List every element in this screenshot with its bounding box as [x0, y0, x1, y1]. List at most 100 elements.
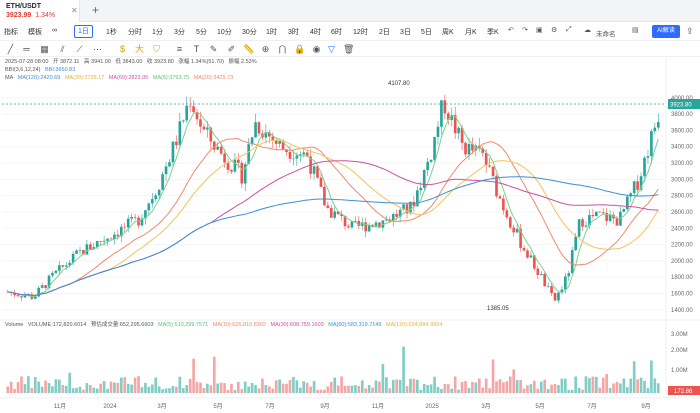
- interval-12h[interactable]: 12时: [353, 29, 368, 36]
- parallel-icon[interactable]: ⫽: [60, 44, 65, 54]
- interval-5d[interactable]: 5日: [421, 29, 432, 36]
- filter-icon[interactable]: ▽: [328, 44, 335, 54]
- interval-30m[interactable]: 30分: [242, 29, 257, 36]
- volume-bar: [429, 384, 433, 393]
- interval-5m[interactable]: 5分: [196, 29, 207, 36]
- vol-ma-5: MA(5):510,299.7571: [158, 322, 209, 328]
- volume-bar: [464, 381, 467, 393]
- delete-icon[interactable]: 🗑: [343, 44, 355, 54]
- magnet-icon[interactable]: ⋂: [278, 44, 287, 54]
- volume-bar: [261, 378, 264, 393]
- interval-1h[interactable]: 1时: [266, 29, 277, 36]
- interval-2d[interactable]: 2日: [379, 29, 390, 36]
- candle-body: [612, 214, 615, 219]
- interval-month[interactable]: 月K: [465, 29, 477, 36]
- candle-body: [113, 234, 116, 240]
- settings-icon[interactable]: ⚙: [551, 27, 558, 34]
- volume-bar: [140, 387, 144, 393]
- interval-1s[interactable]: 1秒: [106, 29, 117, 36]
- volume-bar: [426, 385, 429, 393]
- volume-bar: [161, 389, 164, 393]
- text-tool-icon[interactable]: T: [193, 44, 200, 54]
- candle-body: [216, 146, 220, 150]
- candle-body: [591, 215, 595, 217]
- zoom-in-icon[interactable]: ⊕: [261, 44, 270, 54]
- add-tab-icon[interactable]: +: [92, 3, 100, 17]
- volume-bar: [601, 377, 605, 393]
- big-marker-icon[interactable]: 大: [134, 44, 144, 54]
- volume-bar: [529, 384, 533, 393]
- save-icon[interactable]: ▤: [632, 27, 639, 34]
- candle-body: [395, 214, 398, 217]
- template-button[interactable]: 模板: [28, 29, 42, 36]
- fib-icon[interactable]: ≡: [176, 44, 183, 54]
- grid-icon[interactable]: ▦: [40, 44, 49, 54]
- indicator-button[interactable]: 指标: [4, 29, 18, 36]
- layout-name[interactable]: 未命名: [596, 31, 616, 38]
- ray-icon[interactable]: ⟋: [76, 44, 83, 54]
- candle-body: [474, 145, 478, 151]
- interval-4h[interactable]: 4时: [310, 29, 321, 36]
- volume-bar: [20, 376, 23, 393]
- brush-icon[interactable]: ✎: [209, 44, 218, 54]
- volume-bar: [319, 389, 323, 393]
- volume-bar: [89, 385, 92, 393]
- share-icon[interactable]: ⇪: [686, 26, 694, 36]
- undo-icon[interactable]: ↶: [508, 27, 514, 34]
- buy-marker-icon[interactable]: $: [119, 44, 125, 54]
- candle-body: [440, 100, 443, 127]
- redo-icon[interactable]: ↷: [522, 27, 528, 34]
- volume-bar: [656, 383, 660, 393]
- volume-bar: [95, 388, 99, 393]
- volume-bar: [467, 388, 471, 393]
- interval-3h[interactable]: 3时: [288, 29, 299, 36]
- interval-3d[interactable]: 3日: [400, 29, 411, 36]
- horizontal-line-icon[interactable]: ═: [23, 44, 30, 54]
- interval-1m[interactable]: 1分: [152, 29, 163, 36]
- trend-line-icon[interactable]: ╱: [7, 44, 14, 54]
- fullscreen-icon[interactable]: ⤢: [566, 26, 572, 33]
- ruler-icon[interactable]: 📏: [243, 44, 255, 54]
- volume-bar: [106, 388, 109, 393]
- tab-title: ETH/USDT: [6, 3, 41, 10]
- volume-bar: [595, 376, 598, 393]
- interval-3m[interactable]: 3分: [174, 29, 185, 36]
- candle-body: [295, 155, 299, 159]
- tab-bar: ETH/USDT 3923.99 1.34% ✕ +: [0, 0, 700, 22]
- volume-bar: [588, 378, 591, 393]
- candle-body: [292, 158, 295, 160]
- tab-eth-usdt[interactable]: ETH/USDT 3923.99 1.34% ✕: [0, 0, 80, 22]
- volume-bar: [646, 388, 650, 393]
- ai-interpret-button[interactable]: AI解读: [652, 25, 680, 38]
- interval-week[interactable]: 周K: [442, 29, 454, 36]
- candle-body: [656, 122, 660, 128]
- interval-timeshare[interactable]: 分时: [128, 29, 142, 36]
- volume-bar: [488, 388, 491, 393]
- cloud-icon[interactable]: ☁: [584, 27, 591, 34]
- chart-type-button[interactable]: ∞: [52, 27, 57, 34]
- volume-bar: [639, 377, 643, 393]
- candle-body: [567, 273, 571, 277]
- close-icon[interactable]: ✕: [71, 6, 78, 15]
- candle-body: [126, 218, 130, 228]
- volume-bar: [16, 382, 20, 393]
- interval-1d[interactable]: 1日: [74, 25, 93, 38]
- lock-icon[interactable]: 🔒: [294, 44, 306, 54]
- x-tick-label: 5月: [213, 403, 222, 410]
- interval-10m[interactable]: 10分: [217, 29, 232, 36]
- candle-body: [288, 151, 292, 159]
- eye-icon[interactable]: ◉: [312, 44, 321, 54]
- volume-bar: [443, 383, 447, 393]
- candle-body: [526, 250, 529, 258]
- pen-icon[interactable]: ✐: [227, 44, 236, 54]
- screenshot-icon[interactable]: ▣: [536, 27, 543, 34]
- candle-body: [336, 211, 340, 215]
- shield-icon[interactable]: ⛉: [153, 44, 160, 54]
- interval-quarter[interactable]: 季K: [487, 29, 499, 36]
- candle-body: [44, 285, 47, 288]
- interval-6h[interactable]: 6时: [331, 29, 342, 36]
- more-dots-icon[interactable]: ⋯: [93, 44, 102, 54]
- candle-body: [543, 273, 547, 287]
- volume-estimate: 预估成交量:652,295.6603: [90, 322, 154, 328]
